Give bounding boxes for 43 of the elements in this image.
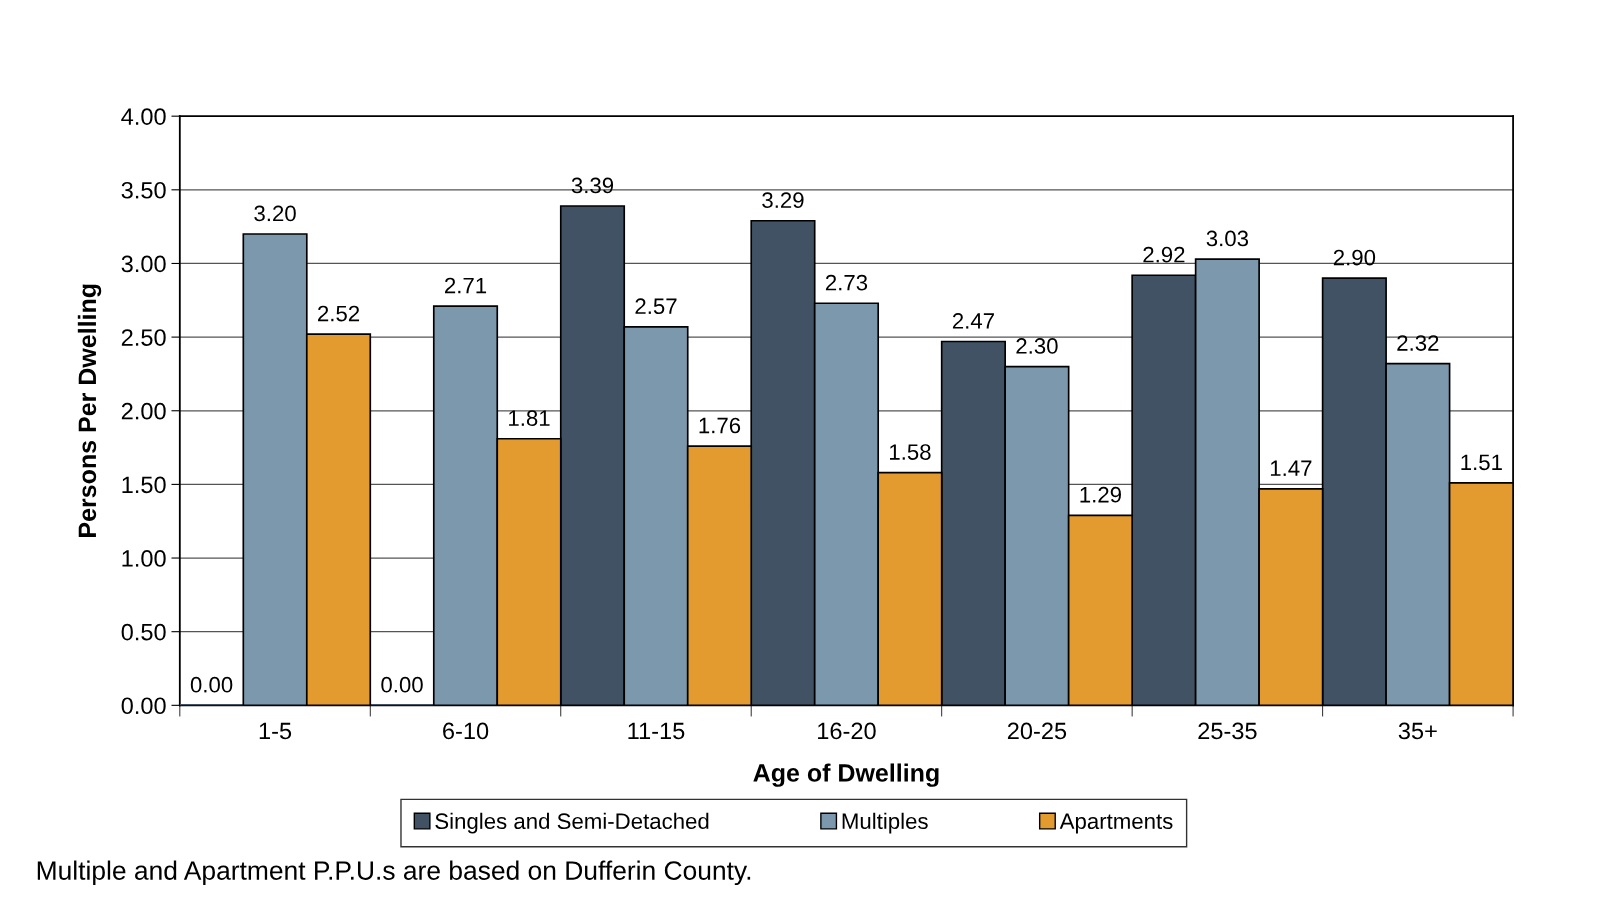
data-label: 1.58 — [890, 444, 931, 460]
x-axis-title: Age of Dwelling — [753, 763, 939, 787]
data-label: 1.81 — [509, 410, 550, 427]
text: Multiple and Apartment P.P.U.s are based on Dufferin County. — [37, 860, 751, 886]
data-label: 3.20 — [254, 205, 296, 222]
data-label: 2.30 — [1016, 338, 1058, 354]
y-tick-label: 3.00 — [121, 255, 166, 273]
data-label: 2.32 — [1397, 335, 1439, 351]
data-label: 3.39 — [571, 177, 614, 194]
data-label: 2.73 — [825, 274, 868, 291]
data-label: 2.57 — [635, 298, 677, 315]
legend-label: Multiples — [842, 812, 928, 834]
data-label: 0.00 — [190, 676, 233, 693]
x-tick-label: 1-5 — [259, 722, 292, 740]
data-label: 1.76 — [699, 417, 741, 434]
data-label: 2.90 — [1333, 249, 1376, 266]
data-label: 1.51 — [1461, 454, 1502, 471]
x-tick-label: 35+ — [1398, 722, 1437, 740]
data-label: 3.03 — [1206, 230, 1249, 247]
data-label: 3.29 — [762, 192, 804, 209]
data-label: 2.52 — [318, 305, 360, 322]
y-tick-label: 1.50 — [122, 476, 166, 494]
data-label: 1.29 — [1080, 486, 1121, 503]
y-tick-label: 1.00 — [122, 550, 166, 567]
legend-label: Apartments — [1059, 813, 1173, 834]
y-tick-label: 4.00 — [121, 108, 166, 125]
legend-label: Singles and Semi-Detached — [435, 812, 709, 834]
y-tick-label: 3.50 — [121, 181, 166, 199]
x-tick-label: 6-10 — [443, 722, 489, 740]
data-label: 1.47 — [1270, 460, 1312, 476]
y-tick-label: 0.50 — [121, 623, 166, 641]
x-tick-label: 25-35 — [1198, 722, 1257, 740]
data-label: 2.47 — [952, 313, 994, 329]
x-tick-label: 16-20 — [818, 722, 876, 740]
x-tick-label: 11-15 — [628, 722, 685, 740]
data-label: 2.92 — [1143, 246, 1185, 263]
data-label: 0.00 — [381, 676, 423, 693]
x-tick-label: 20-25 — [1007, 722, 1067, 740]
y-tick-label: 2.50 — [121, 329, 166, 346]
y-tick-label: 0.00 — [121, 697, 166, 715]
y-tick-label: 2.00 — [121, 402, 166, 420]
data-label: 2.71 — [445, 277, 487, 294]
y-axis-title: Persons Per Dwelling — [77, 284, 102, 537]
